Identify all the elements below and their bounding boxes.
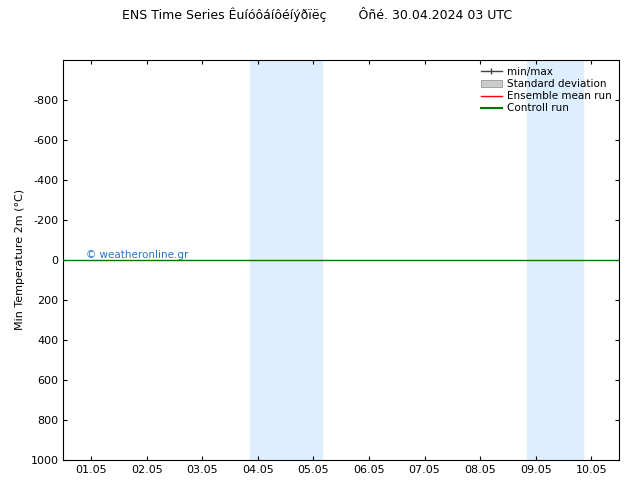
Bar xyxy=(250,60,322,460)
Bar xyxy=(527,60,583,460)
Text: ENS Time Series Êuíóôáíôéíýðïëç        Ôñé. 30.04.2024 03 UTC: ENS Time Series Êuíóôáíôéíýðïëç Ôñé. 30.… xyxy=(122,7,512,23)
Y-axis label: Min Temperature 2m (°C): Min Temperature 2m (°C) xyxy=(15,189,25,330)
Legend: min/max, Standard deviation, Ensemble mean run, Controll run: min/max, Standard deviation, Ensemble me… xyxy=(479,65,614,115)
Text: © weatheronline.gr: © weatheronline.gr xyxy=(86,250,188,260)
